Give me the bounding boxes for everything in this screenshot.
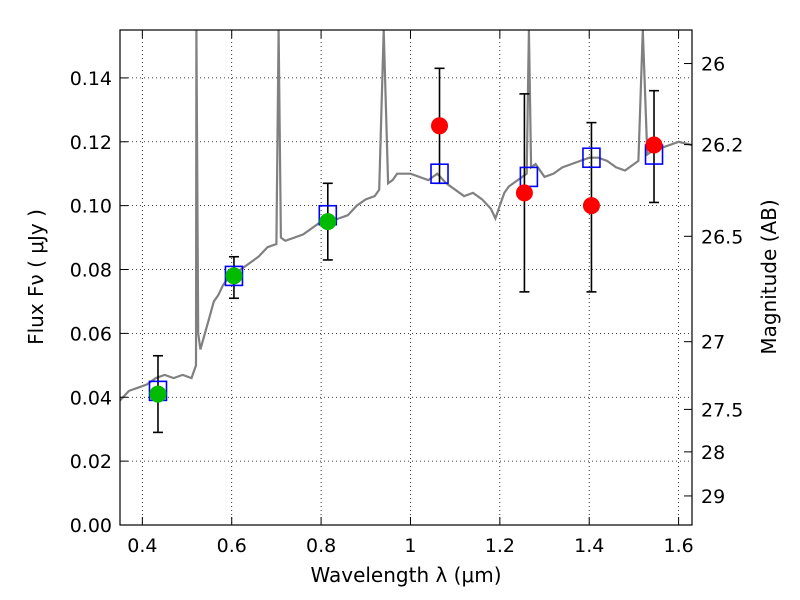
grid-lines	[120, 30, 692, 525]
model-band-marker	[430, 163, 449, 185]
right-tick-label: 26.5	[701, 226, 743, 248]
y-tick-label: 0.00	[70, 515, 112, 537]
y-tick-label: 0.14	[70, 68, 112, 90]
y-tick-label: 0.02	[70, 451, 112, 473]
y-tick-label: 0.08	[70, 260, 112, 282]
plot-frame	[119, 29, 693, 526]
data-markers	[148, 117, 664, 403]
right-axis-label: Magnitude (AB)	[757, 199, 781, 354]
y-axis-label: Flux Fν ( μJy )	[24, 209, 48, 345]
right-tick-label: 26	[701, 54, 725, 76]
x-tick-label: 1.6	[663, 535, 693, 557]
y-tick-label: 0.04	[70, 387, 112, 409]
right-tick-label: 26.2	[701, 135, 743, 157]
x-axis-label: Wavelength λ (μm)	[310, 563, 501, 587]
y-tick-label: 0.10	[70, 196, 112, 218]
x-tick-label: 1	[404, 535, 416, 557]
right-tick-label: 29	[701, 486, 725, 508]
x-tick-label: 0.6	[217, 535, 247, 557]
observed-flux-marker	[225, 267, 243, 285]
observed-flux-marker	[515, 184, 533, 202]
x-tick-label: 1.2	[485, 535, 515, 557]
observed-flux-marker	[582, 197, 600, 215]
observed-flux-marker	[319, 213, 337, 231]
observed-flux-marker	[149, 385, 167, 403]
error-bars	[152, 67, 660, 434]
observed-flux-marker	[431, 117, 449, 135]
model-spectrum-line	[120, 30, 692, 402]
axis-ticks: 0.4 0.6 0.8 1 1.2 1.4 1.6 0.00 0.02 0.04 0.06 0.08 0…	[70, 30, 743, 557]
model-band-marker	[582, 147, 601, 169]
right-tick-label: 27.5	[701, 399, 743, 421]
y-tick-label: 0.06	[70, 323, 112, 345]
right-tick-label: 27	[701, 332, 725, 354]
x-tick-label: 0.8	[306, 535, 336, 557]
x-tick-label: 0.4	[127, 535, 157, 557]
x-tick-label: 1.4	[574, 535, 604, 557]
observed-flux-marker	[645, 136, 663, 154]
y-tick-label: 0.12	[70, 132, 112, 154]
right-tick-label: 28	[701, 442, 725, 464]
